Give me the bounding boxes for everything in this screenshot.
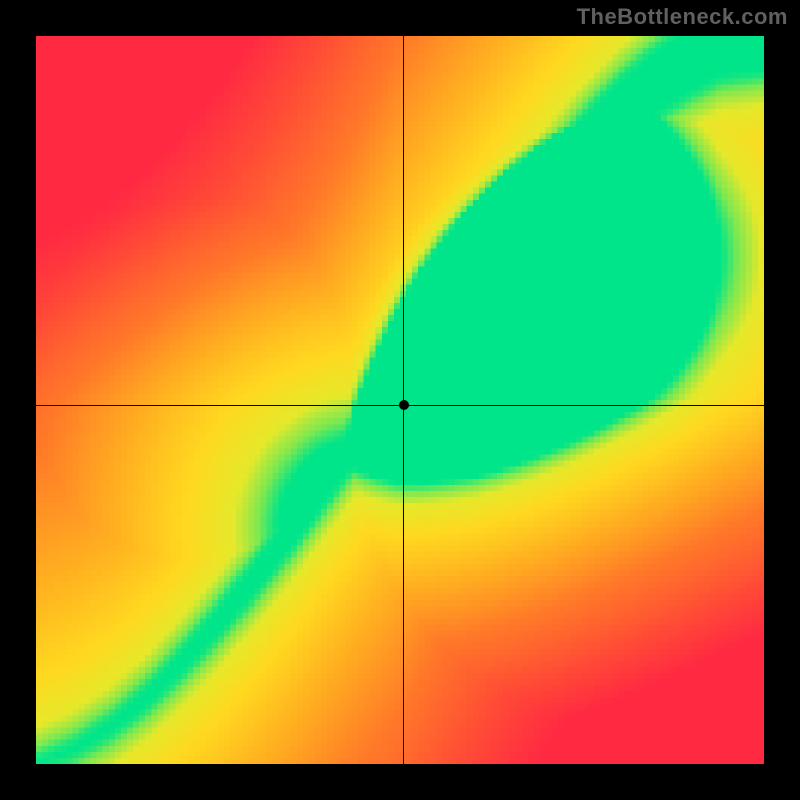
heatmap-plot-area (36, 36, 764, 764)
watermark-text: TheBottleneck.com (577, 4, 788, 30)
crosshair-dot (399, 400, 409, 410)
